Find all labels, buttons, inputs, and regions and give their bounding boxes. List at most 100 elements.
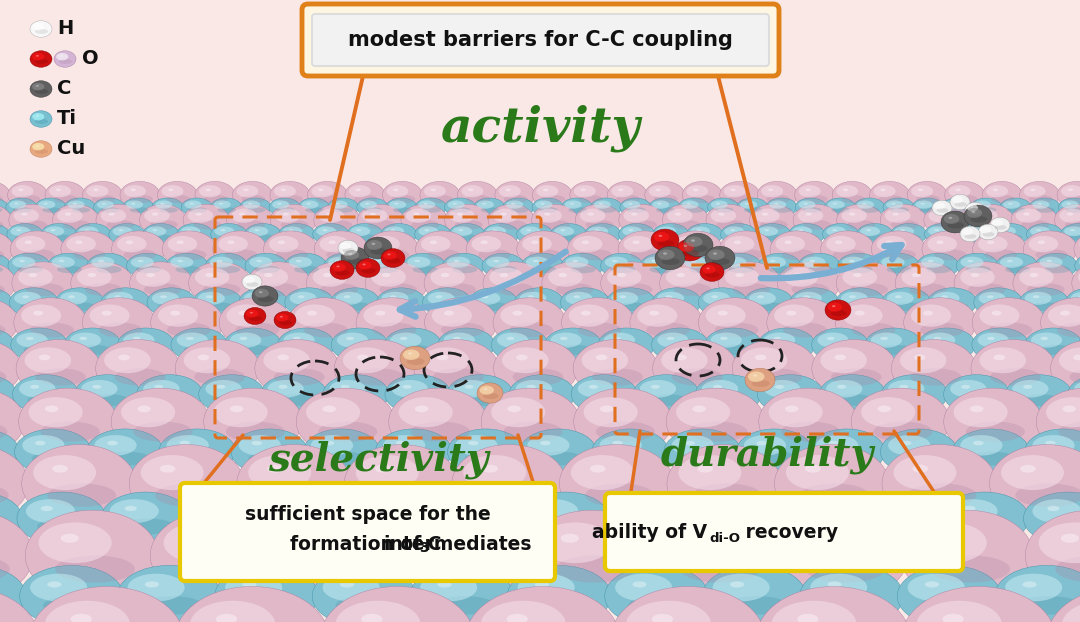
Ellipse shape (531, 241, 539, 244)
Ellipse shape (1025, 292, 1052, 305)
Ellipse shape (526, 257, 549, 268)
Ellipse shape (585, 483, 653, 507)
Ellipse shape (248, 203, 253, 205)
Ellipse shape (59, 55, 63, 57)
Ellipse shape (278, 241, 285, 244)
Ellipse shape (312, 267, 347, 287)
Ellipse shape (17, 492, 106, 545)
Ellipse shape (494, 260, 499, 262)
Ellipse shape (44, 226, 65, 236)
Ellipse shape (1030, 188, 1036, 191)
Ellipse shape (323, 573, 380, 601)
Ellipse shape (1044, 266, 1070, 273)
Ellipse shape (348, 258, 364, 264)
Ellipse shape (802, 257, 825, 268)
Ellipse shape (364, 253, 406, 278)
Ellipse shape (10, 231, 64, 267)
Ellipse shape (500, 273, 509, 277)
Ellipse shape (247, 207, 266, 213)
Ellipse shape (0, 452, 5, 465)
Ellipse shape (104, 452, 150, 465)
Ellipse shape (23, 295, 29, 299)
Ellipse shape (1001, 455, 1064, 490)
Ellipse shape (171, 257, 193, 268)
Ellipse shape (786, 310, 796, 315)
Ellipse shape (737, 429, 813, 475)
Ellipse shape (599, 203, 604, 205)
Ellipse shape (450, 345, 485, 355)
Ellipse shape (835, 355, 846, 360)
Ellipse shape (712, 295, 718, 299)
Ellipse shape (618, 231, 672, 267)
Ellipse shape (100, 492, 190, 545)
Ellipse shape (775, 236, 805, 253)
Ellipse shape (147, 288, 195, 317)
Ellipse shape (447, 429, 524, 475)
Ellipse shape (126, 241, 133, 244)
Ellipse shape (977, 220, 1005, 230)
Ellipse shape (457, 519, 510, 534)
Ellipse shape (1020, 267, 1054, 287)
Ellipse shape (296, 388, 394, 455)
Ellipse shape (272, 200, 289, 209)
Ellipse shape (284, 253, 326, 278)
Ellipse shape (540, 519, 594, 534)
Ellipse shape (176, 241, 184, 244)
Ellipse shape (712, 506, 724, 511)
Ellipse shape (199, 374, 265, 414)
Ellipse shape (389, 388, 487, 455)
Ellipse shape (328, 257, 351, 268)
Ellipse shape (666, 337, 674, 340)
Ellipse shape (56, 53, 68, 60)
Ellipse shape (86, 429, 163, 475)
Ellipse shape (849, 213, 855, 216)
Ellipse shape (960, 267, 995, 287)
Ellipse shape (740, 200, 757, 209)
Ellipse shape (26, 283, 64, 296)
Ellipse shape (943, 614, 963, 622)
Ellipse shape (107, 441, 118, 445)
Ellipse shape (920, 203, 924, 205)
Ellipse shape (100, 207, 119, 213)
Ellipse shape (891, 340, 976, 397)
Ellipse shape (687, 203, 691, 205)
Ellipse shape (364, 207, 382, 213)
Ellipse shape (369, 213, 376, 216)
Ellipse shape (850, 283, 888, 296)
Ellipse shape (918, 328, 975, 361)
Ellipse shape (886, 241, 893, 244)
Ellipse shape (649, 198, 680, 216)
Ellipse shape (772, 394, 812, 406)
Ellipse shape (1070, 229, 1075, 231)
Ellipse shape (58, 260, 65, 262)
Ellipse shape (551, 333, 582, 348)
FancyBboxPatch shape (312, 14, 769, 66)
Ellipse shape (662, 229, 667, 231)
Ellipse shape (275, 249, 308, 260)
Ellipse shape (11, 226, 30, 236)
Ellipse shape (319, 422, 377, 442)
Ellipse shape (1015, 208, 1041, 223)
Ellipse shape (572, 236, 603, 253)
Ellipse shape (540, 203, 544, 205)
Ellipse shape (768, 266, 794, 273)
Ellipse shape (798, 200, 815, 209)
Ellipse shape (437, 582, 451, 588)
Ellipse shape (244, 276, 255, 284)
Ellipse shape (800, 565, 904, 622)
Ellipse shape (1007, 260, 1013, 262)
Ellipse shape (114, 295, 121, 299)
Ellipse shape (102, 203, 106, 205)
Ellipse shape (1059, 208, 1080, 223)
Ellipse shape (900, 229, 905, 231)
Ellipse shape (0, 249, 4, 260)
Ellipse shape (454, 260, 460, 262)
Ellipse shape (778, 262, 840, 304)
Ellipse shape (175, 340, 260, 397)
Ellipse shape (512, 310, 523, 315)
Ellipse shape (448, 223, 485, 245)
Ellipse shape (418, 200, 435, 209)
Ellipse shape (0, 195, 3, 203)
Ellipse shape (770, 260, 775, 262)
Ellipse shape (0, 483, 9, 507)
